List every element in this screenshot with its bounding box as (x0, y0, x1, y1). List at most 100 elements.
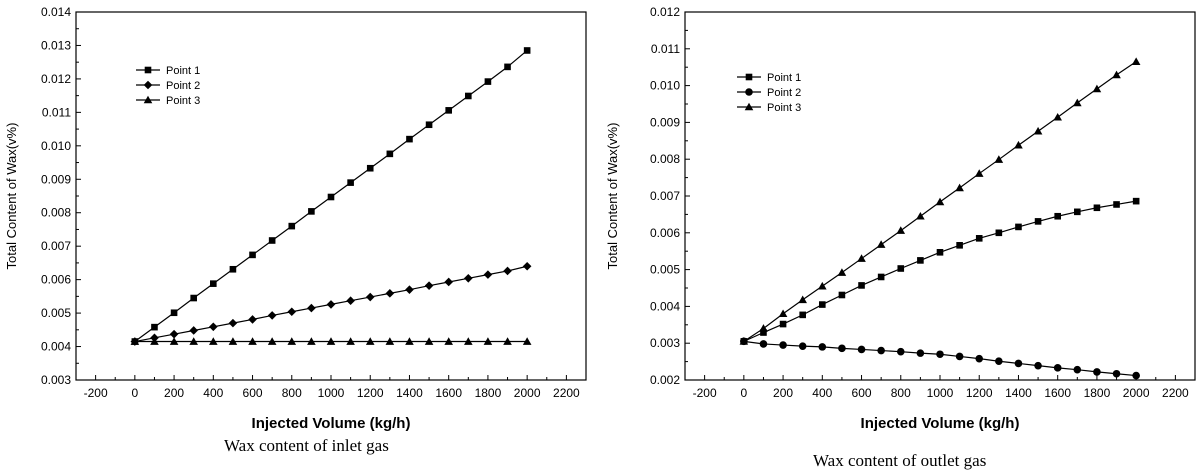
data-point (936, 350, 944, 359)
x-tick-label: 1400 (1005, 386, 1032, 400)
x-tick-label: 1800 (475, 386, 502, 400)
data-point (307, 337, 316, 345)
y-tick-label: 0.006 (41, 273, 71, 287)
data-point (522, 337, 532, 345)
data-point (838, 344, 846, 353)
data-point (1053, 112, 1062, 121)
y-tick-label: 0.009 (41, 172, 71, 186)
data-point (267, 337, 277, 345)
y-tick-label: 0.002 (650, 373, 680, 387)
legend-label: Point 1 (767, 72, 801, 84)
data-point (287, 337, 297, 345)
data-point (876, 240, 886, 248)
y-tick-label: 0.003 (650, 336, 680, 350)
data-point (759, 340, 768, 348)
data-point (169, 329, 179, 339)
series-3 (739, 57, 1141, 345)
data-point (838, 291, 846, 299)
x-tick-label: -200 (693, 386, 717, 400)
legend: Point 1 Point 2 Point 3 (737, 72, 801, 114)
data-point (444, 337, 453, 345)
series-3 (130, 337, 532, 345)
data-point (779, 320, 787, 328)
data-point (897, 265, 905, 272)
data-point (955, 183, 964, 192)
data-point (760, 329, 767, 336)
data-point (248, 315, 257, 324)
y-tick-label: 0.012 (650, 5, 680, 19)
y-tick-label: 0.007 (41, 239, 71, 253)
x-tick-label: 1600 (1044, 386, 1071, 400)
data-point (1093, 204, 1101, 212)
data-point (857, 345, 866, 354)
data-point (503, 266, 512, 276)
data-point (994, 155, 1004, 163)
legend-marker (745, 88, 753, 96)
chart-panel-inlet: -200 0 200 400 600 800 1000 1200 1400 1600 1800 200… (4, 5, 587, 455)
x-tick-label: 200 (164, 386, 184, 400)
caption-outlet: Wax content of outlet gas (813, 451, 987, 470)
y-tick-label: 0.008 (41, 206, 71, 220)
data-point (778, 309, 788, 318)
data-point (877, 346, 885, 355)
y-tick-label: 0.005 (650, 263, 680, 277)
data-point (424, 281, 434, 290)
data-point (465, 92, 472, 100)
data-point (1074, 208, 1081, 216)
data-point (483, 270, 493, 279)
data-point (956, 242, 963, 249)
legend: Point 1 Point 2 Point 3 (136, 65, 200, 107)
data-point (759, 324, 768, 332)
data-point (385, 337, 395, 345)
data-point (523, 47, 531, 54)
data-point (935, 197, 945, 206)
data-point (151, 323, 158, 331)
data-point (170, 309, 178, 317)
data-point (210, 280, 217, 287)
x-tick-label: 1600 (435, 386, 462, 400)
data-point (1113, 201, 1120, 208)
x-tick-label: 2000 (514, 386, 541, 400)
data-point (308, 208, 315, 215)
data-point (1053, 364, 1062, 372)
data-point (799, 311, 806, 319)
y-tick-label: 0.005 (41, 306, 71, 320)
x-axis-title: Injected Volume (kg/h) (252, 415, 411, 432)
series-2 (130, 261, 532, 346)
data-point (504, 63, 511, 71)
data-point (327, 193, 335, 201)
data-point (346, 337, 355, 345)
x-tick-label: 2200 (553, 386, 580, 400)
series-1 (740, 197, 1140, 345)
data-point (287, 307, 297, 317)
series-line (743, 200, 1137, 342)
legend-label: Point 3 (767, 102, 801, 114)
y-tick-label: 0.010 (41, 139, 71, 153)
x-tick-label: 1000 (927, 386, 954, 400)
data-point (1093, 368, 1101, 376)
y-tick-label: 0.011 (651, 42, 680, 56)
data-point (857, 254, 866, 262)
y-tick-label: 0.004 (41, 340, 71, 354)
data-point (228, 337, 238, 345)
data-point (1033, 126, 1043, 135)
plot-frame (684, 11, 1196, 381)
data-point (228, 318, 238, 328)
data-point (365, 337, 375, 345)
legend-label: Point 1 (166, 65, 200, 77)
x-tick-label: 1800 (1084, 386, 1111, 400)
data-point (483, 337, 493, 345)
data-point (995, 357, 1003, 366)
x-axis-title: Injected Volume (kg/h) (861, 415, 1020, 432)
data-point (818, 343, 827, 351)
data-point (406, 135, 413, 143)
data-point (189, 326, 198, 335)
x-tick-label: 2200 (1162, 386, 1189, 400)
data-point (936, 249, 944, 256)
x-tick-label: 1200 (966, 386, 993, 400)
data-point (1034, 361, 1042, 370)
data-point (916, 349, 925, 357)
data-point (798, 342, 807, 350)
data-point (169, 337, 179, 345)
data-point (1073, 98, 1082, 107)
